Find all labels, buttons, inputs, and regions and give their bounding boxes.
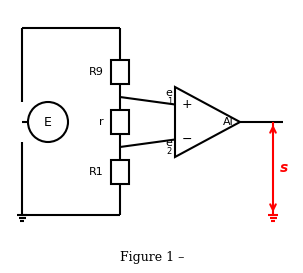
Text: r: r — [99, 117, 104, 127]
FancyBboxPatch shape — [111, 110, 129, 134]
Text: 2: 2 — [167, 147, 172, 156]
Text: +: + — [182, 98, 193, 111]
Text: Figure 1 –: Figure 1 – — [120, 251, 184, 265]
Text: e: e — [165, 88, 172, 98]
Text: s: s — [280, 162, 288, 176]
Text: e: e — [165, 138, 172, 148]
Text: 1: 1 — [167, 96, 172, 105]
Text: R1: R1 — [89, 167, 104, 177]
FancyBboxPatch shape — [111, 60, 129, 84]
FancyBboxPatch shape — [111, 160, 129, 184]
Text: R9: R9 — [89, 67, 104, 77]
Text: Al: Al — [223, 117, 234, 127]
Text: E: E — [44, 115, 52, 129]
Text: −: − — [182, 133, 192, 146]
